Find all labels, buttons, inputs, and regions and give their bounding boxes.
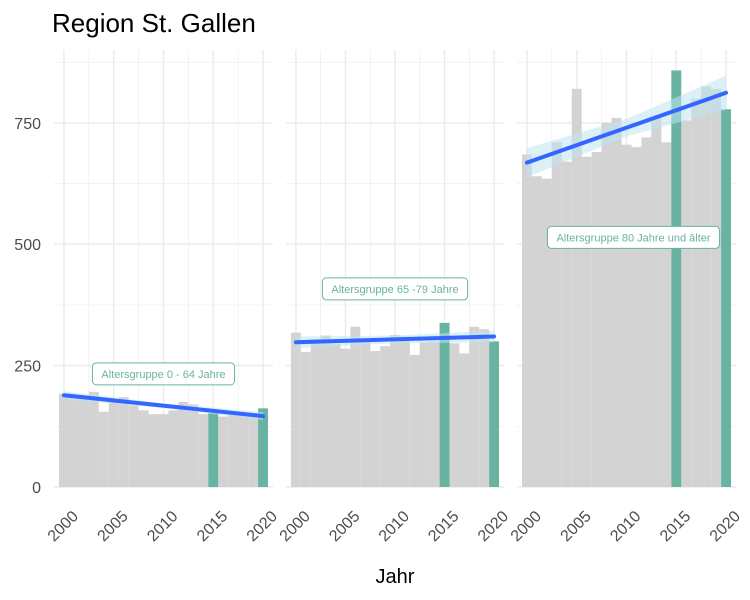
x-tick-label-2010: 2010	[144, 508, 181, 545]
bar-2004	[98, 411, 109, 487]
x-tick-label-2005: 2005	[558, 508, 595, 545]
facet-panel-2: Altersgruppe 65 -79 Jahre 2000 2005 2010 201…	[277, 50, 512, 545]
bar-2004	[561, 161, 572, 487]
facet-label-box	[91, 362, 236, 386]
facet-label-text: Altersgruppe 80 Jahre und älter	[556, 232, 710, 244]
highlight-bar-2015	[439, 322, 450, 487]
bar-2017	[228, 414, 239, 487]
x-tick-label-2000: 2000	[508, 508, 545, 545]
highlight-bar-2020	[258, 408, 269, 487]
bar-2012	[641, 137, 652, 487]
x-tick-label-2010: 2010	[607, 508, 644, 545]
x-tick-label-2005: 2005	[326, 508, 363, 545]
trend-line	[524, 90, 729, 165]
y-tick-label-500: 500	[14, 237, 41, 254]
facet-label-text: Altersgruppe 0 - 64 Jahre	[101, 369, 225, 381]
x-tick-label-2015: 2015	[425, 508, 462, 545]
x-axis-label: Jahr	[376, 566, 415, 588]
bar-2006	[118, 397, 129, 487]
y-tick-label-0: 0	[32, 480, 41, 497]
x-tick-label-2020: 2020	[707, 508, 744, 545]
x-tick-label-2000: 2000	[45, 508, 82, 545]
bar-2003	[320, 335, 331, 487]
bar-2000	[290, 332, 301, 487]
bar-2006	[581, 156, 592, 488]
bar-2016	[681, 120, 692, 488]
facet-label-text: Altersgruppe 65 -79 Jahre	[331, 284, 458, 296]
bar-2001	[531, 176, 542, 487]
facets-group: Altersgruppe 0 - 64 Jahre 2000 2005 2010 201…	[45, 50, 744, 545]
facet-label-box	[321, 277, 469, 301]
bar-2013	[651, 117, 662, 487]
bar-2007	[360, 341, 371, 487]
x-tick-label-2005: 2005	[95, 508, 132, 545]
y-axis: 0 250 500 750	[14, 116, 41, 497]
bar-2001	[68, 397, 79, 487]
y-tick-label-250: 250	[14, 359, 41, 376]
bar-2019	[711, 88, 722, 487]
bar-2011	[168, 410, 179, 487]
bar-2005	[340, 348, 351, 487]
bar-2005	[571, 88, 582, 487]
bar-2003	[551, 142, 562, 487]
trend-line	[61, 393, 266, 419]
bar-2008	[601, 122, 612, 487]
x-tick-label-2015: 2015	[657, 508, 694, 545]
bar-2002	[78, 395, 89, 487]
chart-title: Region St. Gallen	[52, 8, 256, 38]
bar-2002	[310, 338, 321, 487]
facet-label-box	[546, 225, 721, 249]
bar-2016	[218, 416, 229, 487]
bar-2009	[611, 117, 622, 487]
bar-2000	[521, 154, 532, 487]
bar-2002	[541, 178, 552, 487]
highlight-bar-2015	[208, 413, 219, 487]
bar-2005	[108, 402, 119, 487]
bar-2004	[330, 343, 341, 487]
bar-2000	[58, 393, 69, 487]
y-tick-label-750: 750	[14, 116, 41, 133]
bar-2019	[479, 329, 490, 487]
bar-2014	[429, 341, 440, 487]
bar-2013	[419, 342, 430, 487]
bar-2018	[469, 326, 480, 487]
highlight-bar-2020	[721, 109, 732, 487]
x-tick-label-2015: 2015	[194, 508, 231, 545]
bar-2012	[178, 402, 189, 487]
bar-2014	[198, 414, 209, 487]
bar-2014	[661, 142, 672, 487]
bar-2018	[701, 86, 712, 488]
highlight-bar-2015	[671, 70, 682, 487]
bar-2008	[138, 410, 149, 487]
bar-2006	[350, 326, 361, 487]
x-tick-label-2020: 2020	[475, 508, 512, 545]
bar-2011	[399, 336, 410, 487]
bar-2019	[248, 414, 259, 487]
facet-panel-1: Altersgruppe 0 - 64 Jahre 2000 2005 2010 201…	[45, 50, 281, 545]
facet-panel-3: Altersgruppe 80 Jahre und älter 2000 2005 2…	[508, 50, 744, 545]
bar-2017	[459, 353, 470, 487]
x-tick-label-2000: 2000	[277, 508, 314, 545]
bar-2010	[621, 144, 632, 487]
bar-2012	[409, 354, 420, 487]
bar-2009	[148, 414, 159, 487]
bar-2016	[449, 343, 460, 487]
bar-2013	[188, 404, 199, 487]
highlight-bar-2020	[489, 341, 500, 487]
bar-2007	[591, 151, 602, 487]
bar-2001	[300, 352, 311, 487]
bar-2018	[238, 415, 249, 487]
bar-2003	[88, 391, 99, 487]
trend-line	[293, 334, 497, 345]
bar-2017	[691, 98, 702, 488]
x-tick-label-2010: 2010	[376, 508, 413, 545]
bar-2008	[370, 351, 381, 487]
x-tick-label-2020: 2020	[244, 508, 281, 545]
bar-2010	[158, 414, 169, 487]
bar-2007	[128, 405, 139, 487]
bar-2010	[390, 335, 400, 487]
bar-2011	[631, 147, 642, 487]
bar-2009	[380, 346, 391, 487]
